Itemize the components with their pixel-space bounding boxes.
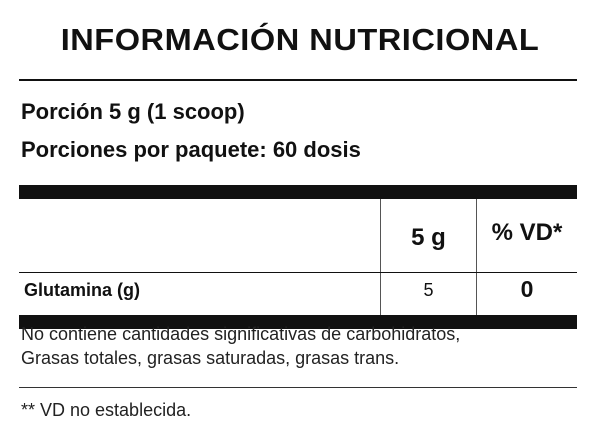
note-line: Grasas totales, grasas saturadas, grasas… xyxy=(21,348,400,368)
column-divider xyxy=(380,199,381,315)
note-line: No contiene cantidades significativas de… xyxy=(21,324,461,344)
divider xyxy=(19,79,577,81)
nutrient-name: Glutamina (g) xyxy=(24,280,140,300)
header-amount: 5 g xyxy=(411,224,446,251)
serving-size: Porción 5 g (1 scoop) xyxy=(21,99,245,124)
divider xyxy=(19,387,577,388)
footnote: ** VD no establecida. xyxy=(21,400,192,420)
table-top-bar xyxy=(19,185,577,199)
column-divider xyxy=(476,199,477,315)
table-bottom-bar xyxy=(19,315,577,329)
servings-per-package: Porciones por paquete: 60 dosis xyxy=(21,137,361,162)
page-title: INFORMACIÓN NUTRICIONAL xyxy=(60,22,540,57)
nutrient-vd: 0 xyxy=(520,276,534,302)
nutrient-amount: 5 xyxy=(423,280,434,300)
row-divider xyxy=(19,272,577,273)
header-vd: % VD* xyxy=(491,219,563,246)
